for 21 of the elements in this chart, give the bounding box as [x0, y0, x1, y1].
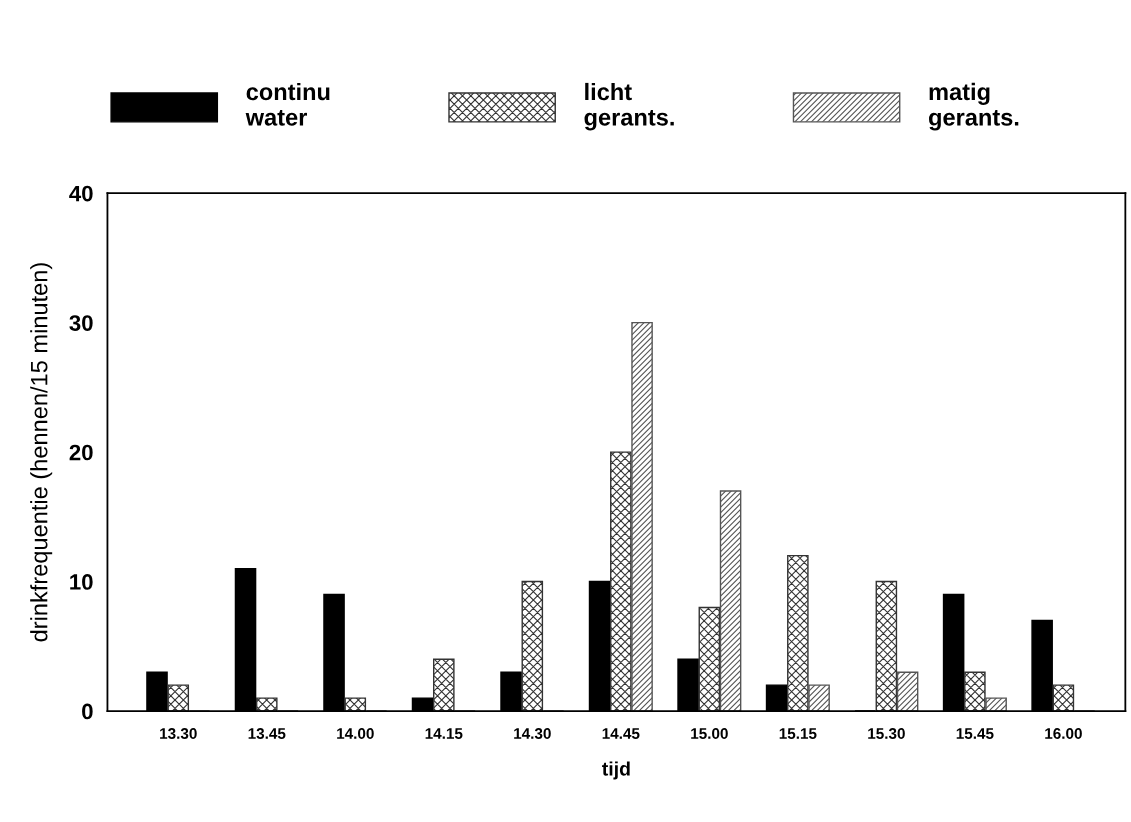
y-tick-label: 20	[69, 444, 93, 461]
legend-label: continu water	[245, 82, 330, 126]
x-tick-label: 15.15	[779, 728, 817, 739]
x-tick-label: 15.45	[956, 728, 994, 739]
x-tick-label: 16.00	[1045, 728, 1082, 739]
legend-label: licht gerants.	[584, 82, 674, 131]
x-tick-label: 14.45	[602, 728, 640, 739]
x-axis-title: tijd	[602, 761, 630, 780]
legend-label: matig gerants.	[929, 82, 1019, 131]
x-tick-label: 14.30	[514, 728, 551, 739]
x-tick-label: 13.45	[248, 728, 286, 739]
x-tick-label: 14.00	[337, 728, 374, 739]
y-tick-label: 0	[82, 703, 93, 720]
y-axis-title: drinkfrequentie (hennen/15 minuten)	[30, 263, 53, 642]
y-tick-label: 10	[70, 574, 93, 590]
x-tick-label: 13.30	[160, 728, 197, 739]
x-tick-label: 15.00	[691, 728, 728, 739]
y-tick-label: 30	[69, 315, 93, 331]
x-tick-label: 15.30	[868, 728, 905, 739]
x-tick-label: 14.15	[425, 728, 463, 739]
y-tick-label: 40	[69, 185, 93, 202]
